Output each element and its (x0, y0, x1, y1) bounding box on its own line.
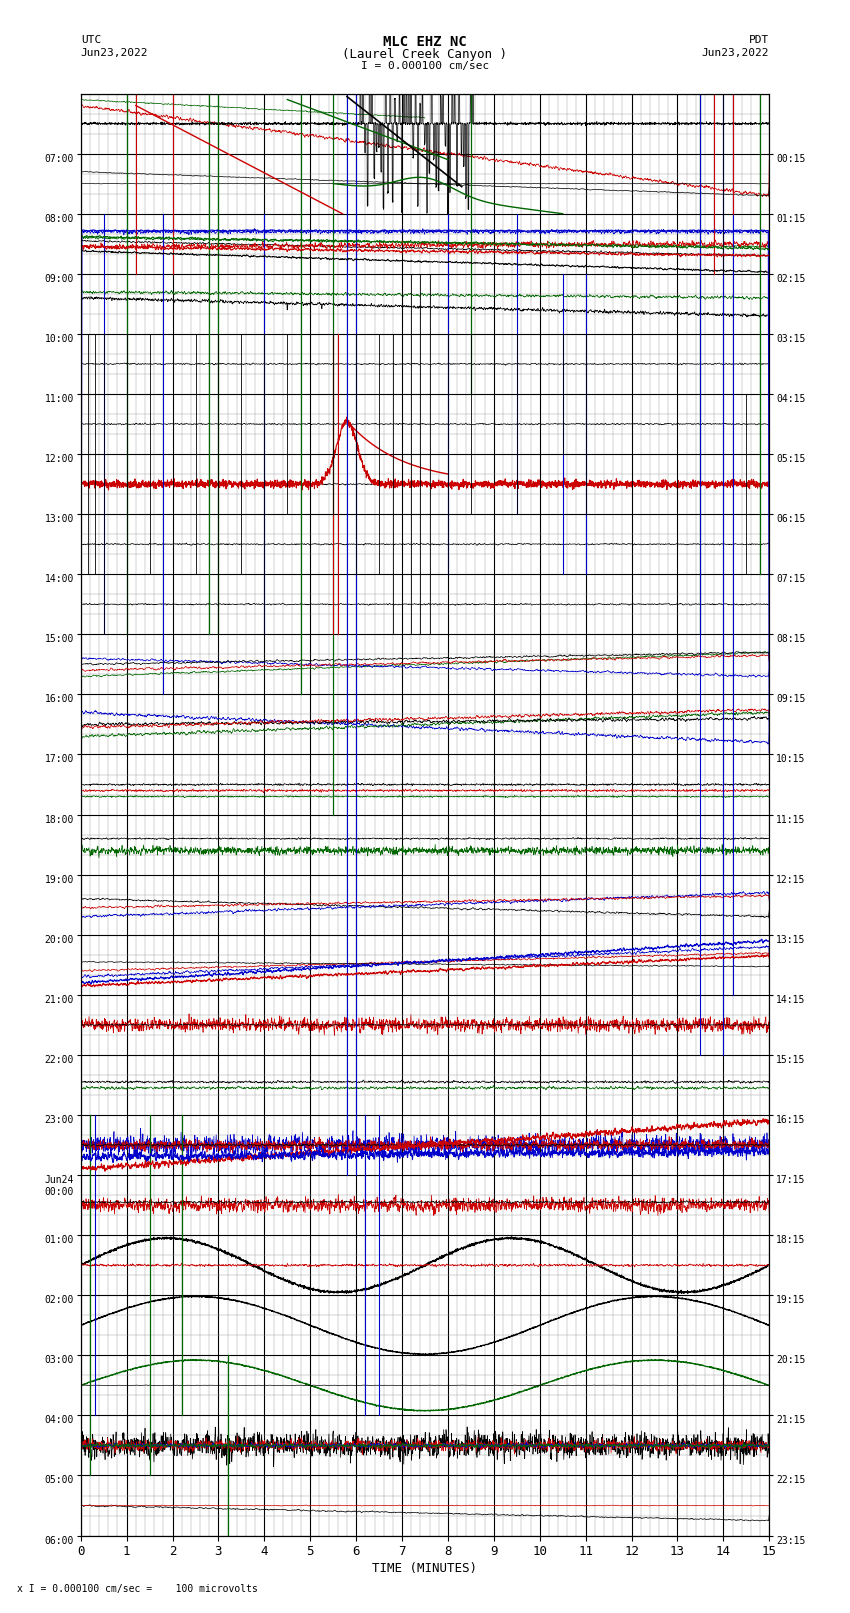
Text: Jun23,2022: Jun23,2022 (702, 48, 769, 58)
Text: (Laurel Creek Canyon ): (Laurel Creek Canyon ) (343, 48, 507, 61)
Text: Jun23,2022: Jun23,2022 (81, 48, 148, 58)
Text: PDT: PDT (749, 35, 769, 45)
Text: UTC: UTC (81, 35, 101, 45)
X-axis label: TIME (MINUTES): TIME (MINUTES) (372, 1563, 478, 1576)
Text: I = 0.000100 cm/sec: I = 0.000100 cm/sec (361, 61, 489, 71)
Text: MLC EHZ NC: MLC EHZ NC (383, 35, 467, 50)
Text: x I = 0.000100 cm/sec =    100 microvolts: x I = 0.000100 cm/sec = 100 microvolts (17, 1584, 258, 1594)
